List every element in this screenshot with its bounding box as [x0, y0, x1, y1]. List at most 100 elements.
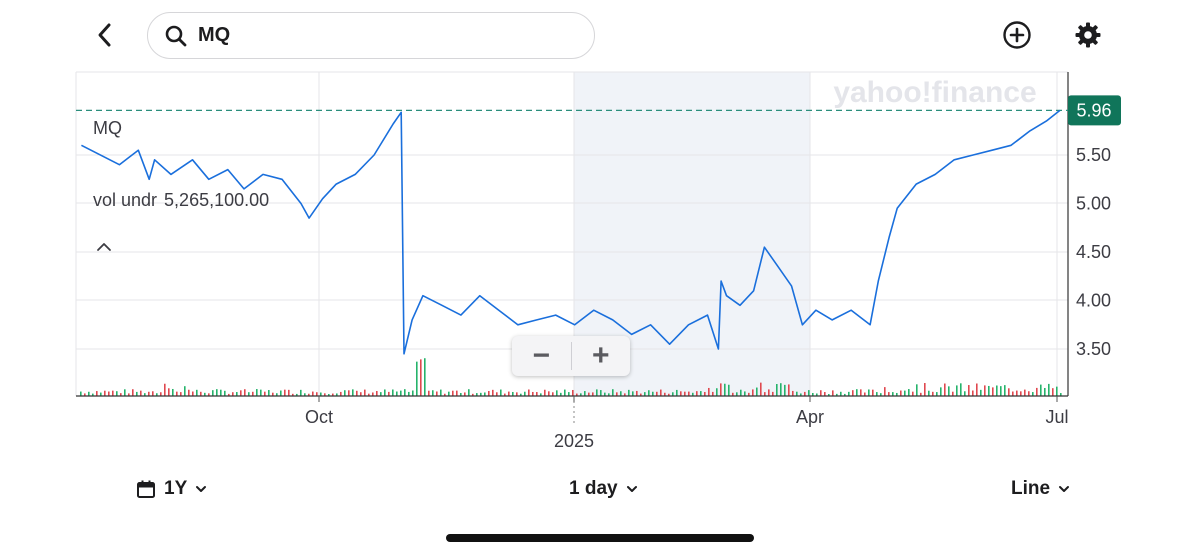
interval-label: 1 day: [569, 478, 618, 499]
price-line: [81, 109, 1061, 355]
volume-bar: [920, 392, 922, 396]
volume-bar: [896, 392, 898, 396]
volume-bar: [304, 393, 306, 396]
x-tick-marks: [318, 396, 1058, 402]
volume-bar: [176, 391, 178, 396]
volume-bar: [1008, 388, 1010, 396]
volume-bar: [572, 389, 574, 396]
volume-bar: [696, 391, 698, 396]
volume-bar: [136, 391, 138, 396]
volume-bar: [252, 391, 254, 396]
volume-bar: [908, 389, 910, 396]
volume-bar: [336, 393, 338, 396]
volume-bar: [992, 387, 994, 396]
volume-bar: [112, 390, 114, 396]
volume-bar: [164, 383, 166, 396]
volume-bar: [552, 392, 554, 396]
volume-bar: [364, 389, 366, 396]
search-input[interactable]: [198, 24, 558, 47]
volume-bar: [584, 391, 586, 396]
volume-bar: [644, 392, 646, 396]
volume-bar: [120, 393, 122, 396]
price-badge-label: 5.96: [1076, 100, 1111, 120]
volume-bar: [840, 391, 842, 396]
back-button[interactable]: [88, 18, 122, 52]
volume-bar: [744, 391, 746, 396]
volume-bar: [104, 390, 106, 396]
volume-bar: [80, 391, 82, 396]
volume-bar: [488, 391, 490, 396]
volume-bar: [1036, 387, 1038, 396]
volume-bar: [720, 383, 722, 396]
watermark: yahoo!finance: [833, 76, 1036, 109]
volume-bar: [548, 391, 550, 396]
grid: [75, 71, 1068, 396]
y-tick-label: 5.50: [1076, 145, 1111, 165]
volume-bar: [256, 389, 258, 396]
volume-bar: [648, 390, 650, 396]
volume-bar: [740, 389, 742, 396]
volume-bar: [180, 392, 182, 396]
volume-bar: [660, 389, 662, 396]
volume-bar: [508, 391, 510, 396]
volume-bar: [876, 392, 878, 396]
volume-bar: [1020, 391, 1022, 396]
volume-bar: [436, 391, 438, 396]
price-chart[interactable]: yahoo!finance 5.50 5.00 4.50 4.00 3.50 Oct 20…: [0, 64, 1200, 464]
volume-bar: [680, 391, 682, 396]
volume-bar: [600, 390, 602, 396]
volume-bar: [472, 393, 474, 396]
volume-bar: [316, 392, 318, 396]
volume-bar: [1004, 385, 1006, 396]
volume-bar: [412, 390, 414, 396]
symbol-label: MQ: [93, 118, 122, 138]
interval-selector[interactable]: 1 day: [569, 476, 638, 502]
volume-bar: [768, 389, 770, 396]
zoom-in-button[interactable]: +: [591, 339, 610, 372]
volume-bar: [760, 382, 762, 396]
volume-bar: [544, 389, 546, 396]
volume-bar: [968, 385, 970, 396]
volume-bar: [484, 392, 486, 396]
volume-bar: [1040, 384, 1042, 396]
chevron-up-icon[interactable]: [97, 243, 111, 251]
volume-bar: [560, 392, 562, 396]
volume-bar: [948, 386, 950, 396]
volume-bar: [408, 391, 410, 396]
volume-bar: [384, 389, 386, 396]
volume-bar: [888, 392, 890, 396]
volume-bar: [880, 393, 882, 396]
plus-circle-icon: [1003, 21, 1031, 49]
volume-bar: [368, 393, 370, 396]
volume-bar: [780, 383, 782, 396]
volume-bar: [208, 393, 210, 396]
range-selector[interactable]: 1Y: [136, 476, 207, 502]
add-to-watchlist-button[interactable]: [1000, 18, 1034, 52]
volume-bar: [588, 392, 590, 396]
settings-button[interactable]: [1071, 18, 1105, 52]
volume-bar: [496, 392, 498, 396]
chevron-left-icon: [98, 23, 111, 47]
volume-bar: [792, 390, 794, 396]
search-bar[interactable]: [147, 12, 595, 59]
volume-bar: [1028, 391, 1030, 396]
volume-bar: [640, 393, 642, 396]
volume-label: vol undr 5,265,100.00: [93, 190, 269, 210]
x-tick-label: 2025: [554, 431, 594, 451]
volume-bar: [712, 391, 714, 396]
volume-bar: [220, 389, 222, 396]
volume-bar: [784, 384, 786, 396]
volume-bar: [156, 393, 158, 396]
chart-type-selector[interactable]: Line: [1011, 476, 1070, 502]
x-tick-labels: Oct 2025 Apr Jul: [305, 407, 1069, 451]
volume-bar: [688, 391, 690, 396]
volume-bar: [516, 392, 518, 396]
volume-bar: [568, 392, 570, 396]
zoom-out-button[interactable]: −: [532, 339, 551, 372]
volume-bar: [596, 389, 598, 396]
volume-bar: [448, 391, 450, 396]
volume-bar: [380, 392, 382, 396]
volume-bar: [288, 389, 290, 396]
volume-bar: [1048, 383, 1050, 396]
volume-bar: [684, 391, 686, 396]
